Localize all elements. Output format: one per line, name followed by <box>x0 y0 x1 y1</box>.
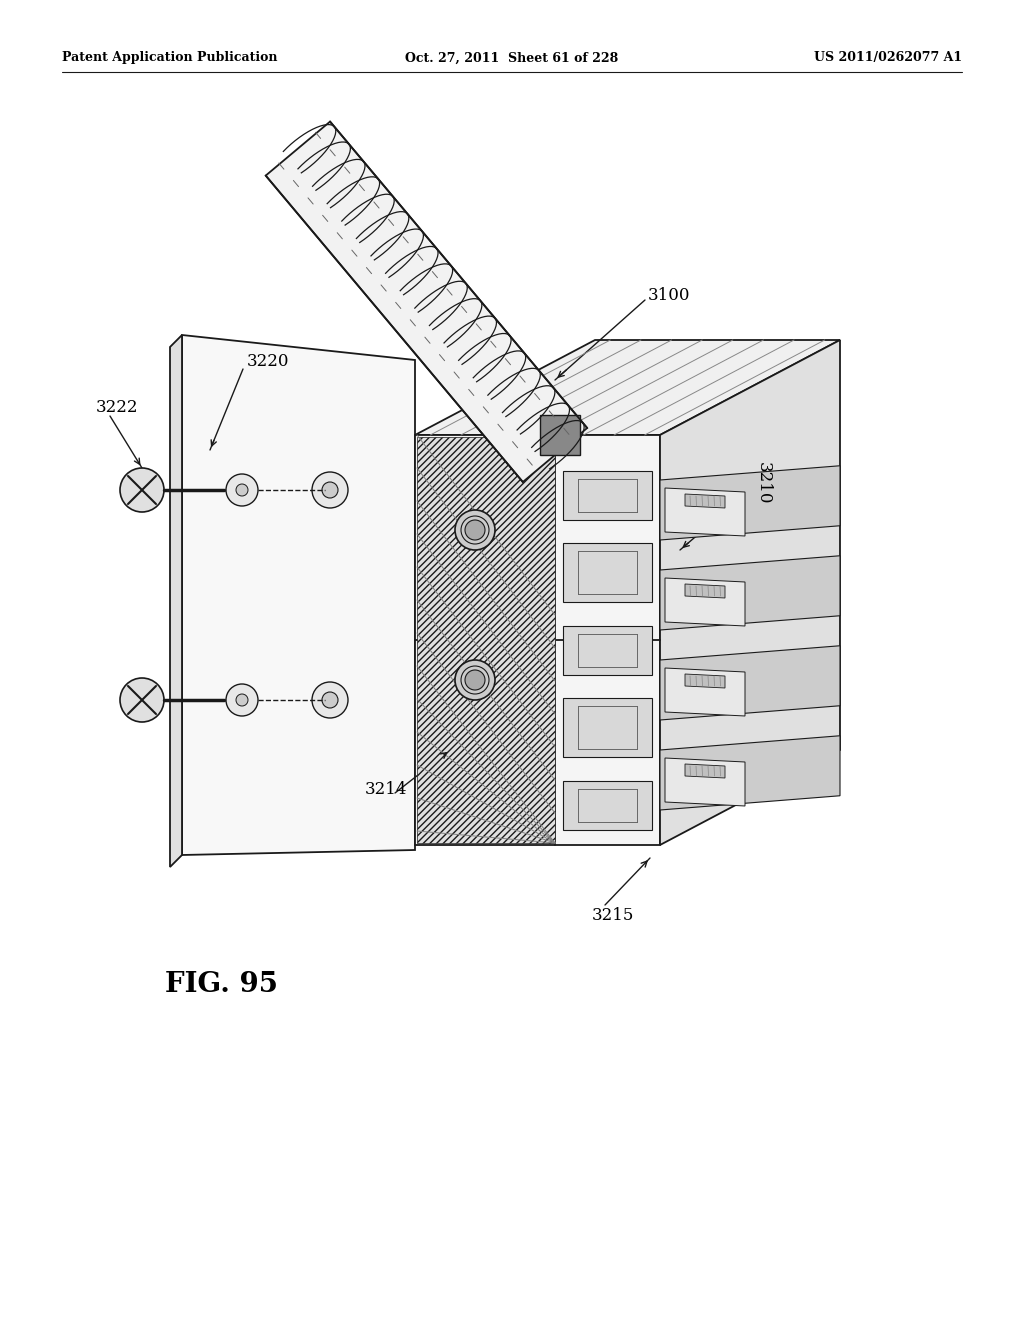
Text: FIG. 95: FIG. 95 <box>165 972 278 998</box>
Polygon shape <box>563 543 652 602</box>
Circle shape <box>312 473 348 508</box>
Polygon shape <box>660 645 840 719</box>
Text: 3215: 3215 <box>592 907 635 924</box>
Circle shape <box>455 660 495 700</box>
Text: Patent Application Publication: Patent Application Publication <box>62 51 278 65</box>
Text: Oct. 27, 2011  Sheet 61 of 228: Oct. 27, 2011 Sheet 61 of 228 <box>406 51 618 65</box>
Circle shape <box>465 671 485 690</box>
Polygon shape <box>540 414 580 455</box>
Polygon shape <box>563 626 652 675</box>
Circle shape <box>120 678 164 722</box>
Text: 3222: 3222 <box>96 400 138 417</box>
Circle shape <box>322 692 338 708</box>
Circle shape <box>312 682 348 718</box>
Polygon shape <box>182 335 415 855</box>
Polygon shape <box>563 470 652 520</box>
Circle shape <box>465 520 485 540</box>
Polygon shape <box>685 583 725 598</box>
Polygon shape <box>685 675 725 688</box>
Polygon shape <box>665 578 745 626</box>
Polygon shape <box>563 780 652 829</box>
Polygon shape <box>685 494 725 508</box>
Circle shape <box>455 510 495 550</box>
Polygon shape <box>660 556 840 630</box>
Text: 3100: 3100 <box>648 286 690 304</box>
Polygon shape <box>563 698 652 758</box>
Polygon shape <box>660 735 840 810</box>
Circle shape <box>322 482 338 498</box>
Polygon shape <box>660 466 840 540</box>
Polygon shape <box>417 437 555 843</box>
Polygon shape <box>665 758 745 807</box>
Polygon shape <box>685 764 725 777</box>
Circle shape <box>236 484 248 496</box>
Polygon shape <box>665 488 745 536</box>
Polygon shape <box>660 341 840 845</box>
Polygon shape <box>665 668 745 715</box>
Text: US 2011/0262077 A1: US 2011/0262077 A1 <box>814 51 962 65</box>
Text: 3214: 3214 <box>365 781 408 799</box>
Polygon shape <box>170 335 182 867</box>
Text: 3220: 3220 <box>247 354 290 371</box>
Polygon shape <box>265 121 587 482</box>
Circle shape <box>120 469 164 512</box>
Circle shape <box>226 684 258 715</box>
Text: 3210: 3210 <box>755 462 772 504</box>
Polygon shape <box>415 341 840 436</box>
Circle shape <box>226 474 258 506</box>
Polygon shape <box>415 436 660 845</box>
Circle shape <box>236 694 248 706</box>
